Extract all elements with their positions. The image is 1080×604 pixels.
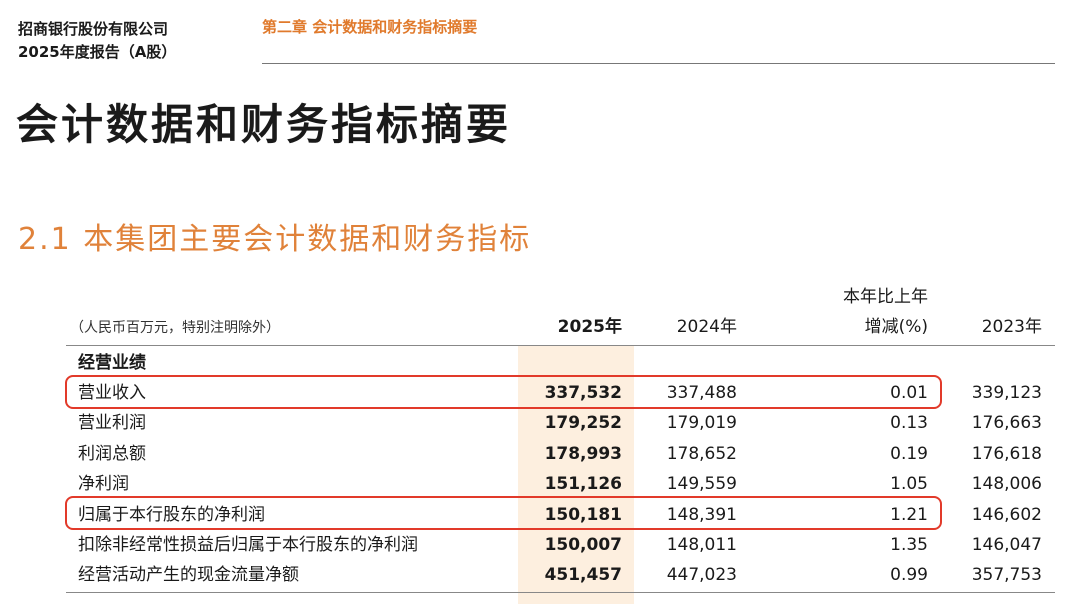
highlight-box <box>65 496 942 530</box>
table-note: （人民币百万元，特别注明除外） <box>70 320 280 336</box>
column-header: 本年比上年 <box>843 287 928 307</box>
chapter-title: 第二章 会计数据和财务指标摘要 <box>262 18 478 36</box>
header-rule <box>66 345 1055 346</box>
group-label: 经营业绩 <box>78 353 146 373</box>
cell-value: 176,663 <box>971 413 1042 434</box>
cell-value: 178,652 <box>666 443 737 464</box>
table-rule <box>66 592 1055 593</box>
cell-value: 0.13 <box>890 413 928 434</box>
row-label: 营业收入 <box>78 383 146 403</box>
cell-value: 149,559 <box>666 474 737 495</box>
cell-value: 146,602 <box>971 504 1042 525</box>
report-name: 2025年度报告（A股） <box>18 43 177 61</box>
column-header: 2024年 <box>676 317 737 337</box>
page-title: 会计数据和财务指标摘要 <box>16 100 512 149</box>
cell-value: 146,047 <box>971 535 1042 555</box>
cell-value: 148,011 <box>666 535 737 555</box>
section-title: 2.1 本集团主要会计数据和财务指标 <box>18 222 532 257</box>
cell-value: 148,006 <box>971 474 1042 495</box>
cell-value: 176,618 <box>971 443 1042 464</box>
cell-value: 447,023 <box>666 565 737 586</box>
cell-value: 178,993 <box>544 443 622 464</box>
cell-value: 0.99 <box>890 565 928 586</box>
column-header: 2023年 <box>981 317 1042 337</box>
row-label: 归属于本行股东的净利润 <box>78 504 265 525</box>
highlight-box <box>65 375 942 409</box>
row-label: 经营活动产生的现金流量净额 <box>78 565 299 586</box>
column-highlight <box>518 345 634 604</box>
company-name: 招商银行股份有限公司 <box>18 20 169 38</box>
row-label: 营业利润 <box>78 413 146 434</box>
column-header: 2025年 <box>557 317 622 337</box>
header-rule <box>262 63 1055 64</box>
cell-value: 151,126 <box>544 474 622 495</box>
cell-value: 179,252 <box>544 413 622 434</box>
cell-value: 339,123 <box>971 383 1042 403</box>
cell-value: 150,181 <box>544 504 622 525</box>
cell-value: 0.19 <box>890 443 928 464</box>
row-label: 扣除非经常性损益后归属于本行股东的净利润 <box>78 535 418 555</box>
cell-value: 357,753 <box>971 565 1042 586</box>
row-label: 净利润 <box>78 474 129 495</box>
cell-value: 1.05 <box>890 474 928 495</box>
cell-value: 451,457 <box>544 565 622 586</box>
column-header: 增减(%) <box>864 317 928 337</box>
cell-value: 179,019 <box>666 413 737 434</box>
cell-value: 150,007 <box>544 535 622 555</box>
row-label: 利润总额 <box>78 443 146 464</box>
cell-value: 0.01 <box>890 383 928 403</box>
cell-value: 337,532 <box>544 383 622 403</box>
cell-value: 148,391 <box>666 504 737 525</box>
cell-value: 1.35 <box>890 535 928 555</box>
cell-value: 1.21 <box>890 504 928 525</box>
cell-value: 337,488 <box>666 383 737 403</box>
